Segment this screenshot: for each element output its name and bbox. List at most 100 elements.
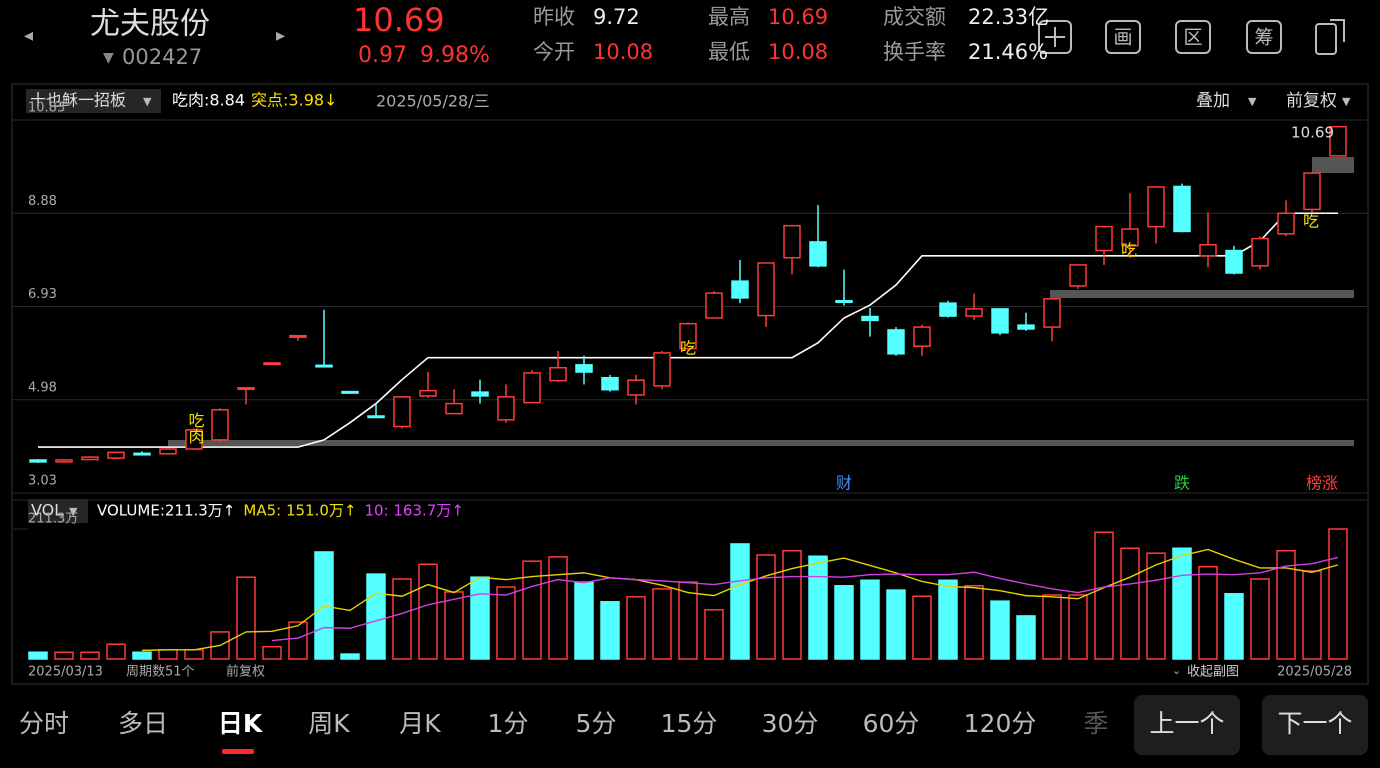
candle-body	[757, 262, 775, 317]
button-bg[interactable]	[1134, 695, 1240, 755]
tab[interactable]: 1分	[488, 709, 529, 738]
change: 0.97	[358, 43, 407, 68]
collapse-icon: ⌄	[1172, 664, 1181, 677]
nav-button[interactable]: 下一个	[1277, 709, 1352, 738]
panel-border	[11, 83, 1369, 685]
volume-bar	[730, 543, 750, 660]
candle-body	[237, 387, 255, 391]
volume-bar	[1302, 570, 1322, 660]
indicator-name[interactable]: 十也稣一招板	[30, 91, 126, 110]
icon-box[interactable]	[1246, 20, 1282, 54]
tab[interactable]: 分时	[19, 709, 69, 738]
indicator-box[interactable]	[26, 89, 161, 113]
candle-body	[107, 451, 125, 459]
add-icon[interactable]	[1038, 20, 1072, 54]
code-arrow[interactable]: ▼	[103, 50, 114, 66]
start-date: 2025/03/13	[28, 665, 103, 680]
volume-bar	[548, 556, 568, 660]
vol-legend: 10: 163.7万↑	[364, 502, 463, 520]
icon-label[interactable]: 区	[1183, 27, 1202, 49]
y-tick-label: 4.98	[28, 380, 57, 395]
volume-bar	[262, 645, 282, 660]
tab[interactable]: 15分	[661, 709, 718, 738]
volume-bar	[106, 643, 126, 660]
icon-label[interactable]: 画	[1113, 27, 1132, 49]
next-stock[interactable]: ▸	[276, 25, 285, 46]
annotation: 吃	[1303, 212, 1319, 231]
candle-body	[367, 415, 385, 419]
volume-bar	[470, 576, 490, 660]
tab[interactable]: 季	[1083, 709, 1108, 738]
stat-value: 10.08	[768, 40, 828, 64]
candle-body	[939, 302, 957, 317]
button-bg[interactable]	[1262, 695, 1368, 755]
adjust[interactable]: 前复权	[1286, 91, 1337, 111]
candle-body	[1225, 249, 1243, 274]
event-label[interactable]: 财	[836, 474, 852, 493]
date: 2025/05/28/三	[376, 92, 490, 111]
y-tick-label: 6.93	[28, 287, 57, 302]
candle-body	[809, 241, 827, 267]
legend-item: 吃肉:8.84	[172, 91, 245, 110]
icon-box[interactable]	[1175, 20, 1211, 54]
nav-button[interactable]: 上一个	[1149, 709, 1224, 738]
ma5-line	[141, 548, 1339, 652]
tab[interactable]: 5分	[576, 709, 617, 738]
indicator-line	[38, 212, 1338, 448]
collapse[interactable]: 收起副图	[1187, 665, 1239, 680]
tab[interactable]: 周K	[308, 709, 350, 738]
volume-bar	[392, 578, 412, 660]
candle-body	[445, 402, 463, 415]
stat-value: 10.08	[593, 40, 653, 64]
tab-underline	[222, 749, 254, 754]
event-label[interactable]: 跌	[1174, 474, 1190, 493]
toolbar-icons	[1038, 19, 1345, 55]
change-pct: 9.98%	[420, 43, 490, 68]
tab[interactable]: 月K	[399, 709, 441, 738]
tab[interactable]: 120分	[964, 709, 1037, 738]
stock-code: 002427	[122, 45, 202, 69]
tab[interactable]: 30分	[762, 709, 819, 738]
vol-legend: VOLUME:211.3万↑	[97, 502, 235, 520]
volume-bar	[964, 585, 984, 660]
stat-value: 22.33亿	[968, 5, 1049, 29]
y-tick-label: 8.88	[28, 194, 57, 209]
tab[interactable]: 60分	[863, 709, 920, 738]
icon-box[interactable]	[1105, 20, 1141, 54]
volume-bar	[1146, 552, 1166, 660]
volume-bar	[1094, 531, 1114, 660]
volume-bar	[1172, 547, 1192, 660]
candle-body	[29, 459, 47, 463]
volume-bar	[938, 579, 958, 660]
candle-body	[1121, 228, 1139, 247]
volume-bar	[366, 573, 386, 660]
vol-box[interactable]	[28, 499, 88, 523]
stat-label: 最低	[708, 40, 750, 64]
candle-body	[523, 372, 541, 404]
vol-label[interactable]: VOL	[31, 501, 63, 520]
volume-bar	[860, 579, 880, 660]
candle-body	[913, 326, 931, 347]
y-tick-label: 10.83	[28, 101, 65, 116]
volume-bar	[808, 555, 828, 660]
prev-stock[interactable]: ◂	[24, 25, 33, 46]
candle-body	[679, 322, 697, 350]
tab[interactable]: 多日	[118, 709, 168, 738]
candle-body	[185, 429, 203, 450]
event-label[interactable]: 榜涨	[1306, 474, 1338, 493]
volume-bar	[28, 651, 48, 660]
candle-body	[55, 459, 73, 463]
tab[interactable]: 日K	[218, 709, 264, 738]
chart-panel	[11, 83, 1369, 685]
overlay[interactable]: 叠加	[1196, 91, 1230, 111]
phone-icon[interactable]	[1315, 23, 1337, 55]
volume-bar	[1328, 528, 1348, 660]
candle-body	[263, 362, 281, 366]
icon-label[interactable]: 筹	[1254, 27, 1273, 49]
stock-name: 尤夫股份	[90, 7, 210, 42]
candle-body	[887, 329, 905, 355]
candle-body	[1303, 172, 1321, 211]
volume-bar	[1120, 547, 1140, 660]
